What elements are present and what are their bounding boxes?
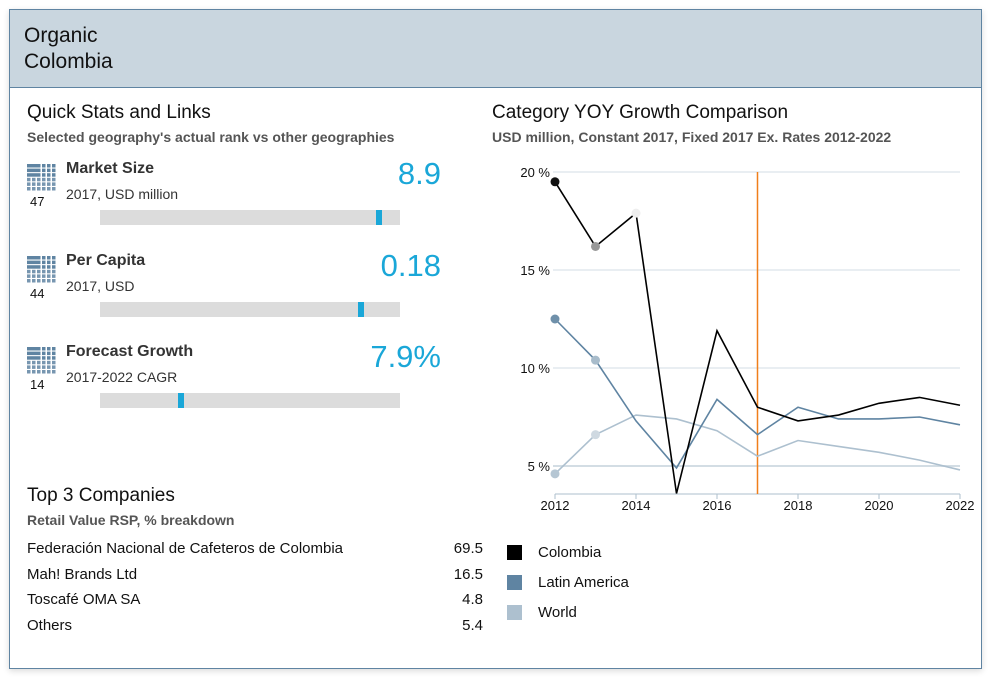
data-point <box>550 469 560 479</box>
rank-grid-icon <box>27 256 56 283</box>
top-companies-title: Top 3 Companies <box>27 485 175 506</box>
data-point <box>591 241 600 251</box>
legend-label: World <box>538 603 577 621</box>
rank-number: 44 <box>30 286 45 301</box>
page-title: Organic Colombia <box>24 24 113 73</box>
company-row: Toscafé OMA SA 4.8 <box>27 591 483 617</box>
legend-swatch <box>507 604 522 620</box>
quick-stats-title: Quick Stats and Links <box>27 102 211 123</box>
legend-swatch <box>507 544 522 560</box>
company-row: Mah! Brands Ltd 16.5 <box>27 566 483 592</box>
stat-sublabel: 2017, USD <box>66 278 135 294</box>
company-name: Others <box>27 616 73 634</box>
rank-marker <box>358 302 364 317</box>
legend-swatch <box>507 574 522 590</box>
chart-legend: Colombia Latin America World <box>507 537 629 627</box>
y-tick-label: 15 % <box>520 263 550 278</box>
data-point <box>591 430 600 440</box>
rank-number: 14 <box>30 377 45 392</box>
chart-subtitle: USD million, Constant 2017, Fixed 2017 E… <box>492 129 892 145</box>
x-tick-label: 2012 <box>541 498 570 513</box>
company-row: Others 5.4 <box>27 617 483 643</box>
company-share: 69.5 <box>453 540 483 557</box>
rank-marker <box>178 393 184 408</box>
company-share: 16.5 <box>453 565 483 583</box>
y-tick-label: 10 % <box>520 361 550 376</box>
company-name: Mah! Brands Ltd <box>27 565 138 583</box>
x-tick-label: 2022 <box>946 498 975 513</box>
legend-item[interactable]: World <box>507 597 629 627</box>
y-tick-label: 20 % <box>520 165 550 180</box>
stat-sublabel: 2017-2022 CAGR <box>66 369 178 385</box>
series-line-colombia <box>554 181 961 494</box>
data-point <box>550 314 560 324</box>
legend-label: Latin America <box>538 573 629 591</box>
stat-value: 7.9% <box>370 339 441 374</box>
rank-bar <box>100 393 400 408</box>
rank-bar <box>100 302 400 317</box>
x-tick-label: 2018 <box>784 498 813 513</box>
company-share: 5.4 <box>462 616 483 634</box>
stat-label[interactable]: Forecast Growth <box>66 343 194 360</box>
stat-sublabel: 2017, USD million <box>66 186 179 202</box>
data-point <box>631 208 641 218</box>
legend-item[interactable]: Colombia <box>507 537 629 567</box>
company-share: 4.8 <box>462 591 483 608</box>
x-tick-label: 2020 <box>865 498 894 513</box>
rank-marker <box>376 210 382 225</box>
rank-bar <box>100 210 400 225</box>
series-line-world <box>554 414 961 475</box>
stat-label[interactable]: Per Capita <box>66 252 146 269</box>
stat-label[interactable]: Market Size <box>66 160 155 177</box>
legend-label: Colombia <box>538 543 602 561</box>
stat-value: 0.18 <box>380 248 441 283</box>
stat-value: 8.9 <box>397 156 441 191</box>
legend-item[interactable]: Latin America <box>507 567 629 597</box>
x-tick-label: 2016 <box>703 498 732 513</box>
quick-stats-subtitle: Selected geography's actual rank vs othe… <box>27 129 395 145</box>
company-name: Toscafé OMA SA <box>27 591 141 608</box>
data-point <box>591 355 600 365</box>
company-row: Federación Nacional de Cafeteros de Colo… <box>27 540 483 566</box>
data-point <box>550 177 560 187</box>
stat-per-capita[interactable]: 44 Per Capita 2017, USD 0.18 <box>27 248 447 332</box>
top-companies-subtitle: Retail Value RSP, % breakdown <box>27 512 235 528</box>
stat-forecast-growth[interactable]: 14 Forecast Growth 2017-2022 CAGR 7.9% <box>27 339 447 423</box>
rank-grid-icon <box>27 164 56 191</box>
companies-table: Federación Nacional de Cafeteros de Colo… <box>27 540 483 642</box>
series-line-latin-america <box>554 318 961 470</box>
chart-title: Category YOY Growth Comparison <box>492 102 789 123</box>
page-header: Organic Colombia <box>10 10 981 88</box>
x-tick-label: 2014 <box>622 498 651 513</box>
rank-grid-icon <box>27 347 56 374</box>
rank-number: 47 <box>30 194 45 209</box>
y-tick-label: 5 % <box>528 459 551 474</box>
dashboard-card: Organic Colombia Quick Stats and Links S… <box>9 9 982 669</box>
stat-market-size[interactable]: 47 Market Size 2017, USD million 8.9 <box>27 156 447 240</box>
company-name: Federación Nacional de Cafeteros de Colo… <box>27 540 344 557</box>
